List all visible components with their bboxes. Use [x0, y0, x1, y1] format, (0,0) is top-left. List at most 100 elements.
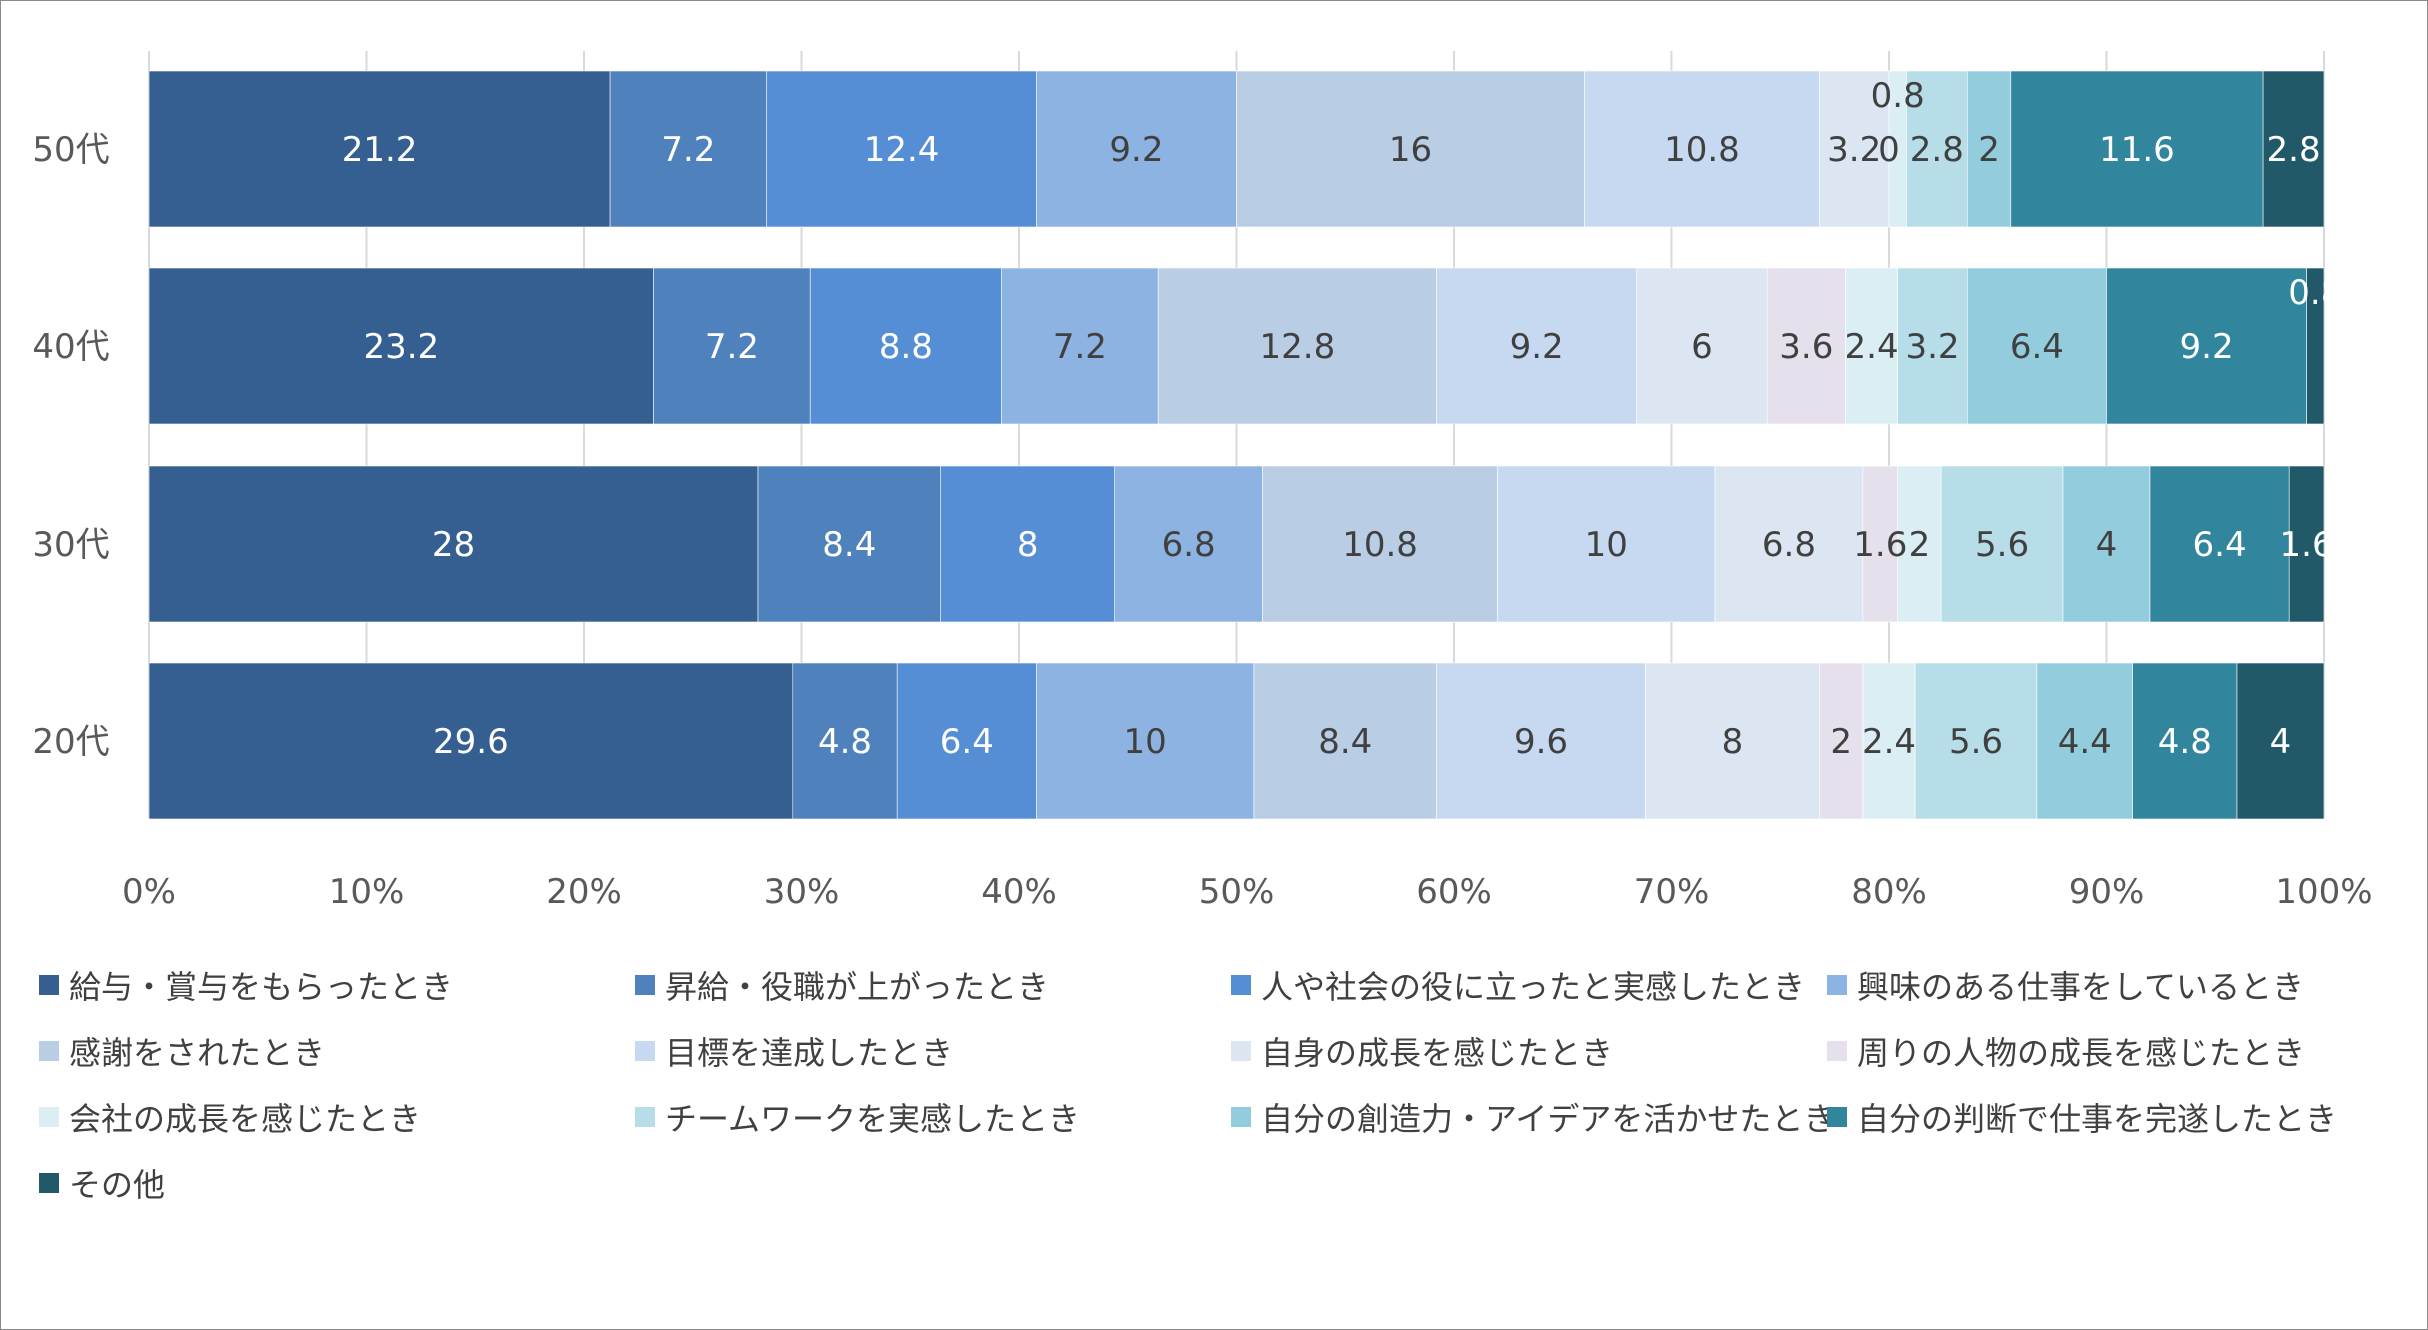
bar-segment [1636, 267, 1768, 425]
data-label: 6.8 [1762, 525, 1816, 565]
bar-segment [2062, 465, 2151, 623]
legend-item: 自分の判断で仕事を完遂したとき [1827, 1095, 2419, 1139]
bar-segment [1262, 465, 1498, 623]
legend-item: 自分の創造力・アイデアを活かせたとき [1231, 1095, 1835, 1139]
x-tick-label: 70% [1634, 872, 1710, 912]
data-label: 4 [2270, 722, 2292, 762]
legend-label: 自身の成長を感じたとき [1261, 1034, 1614, 1072]
category-label: 40代 [32, 327, 109, 367]
bar-segment [1645, 662, 1820, 820]
legend-swatch [39, 1041, 59, 1061]
data-label: 4.4 [2058, 722, 2112, 762]
bar-segment [1906, 70, 1968, 228]
bar-segment [148, 267, 654, 425]
data-label: 2.8 [1910, 130, 1964, 170]
legend-swatch [39, 1173, 59, 1193]
data-label: 0.8 [2288, 273, 2342, 313]
data-label: 6 [1691, 327, 1713, 367]
data-label: 10.8 [1342, 525, 1418, 565]
bar-segment [1897, 465, 1942, 623]
data-label: 3.2 [1827, 130, 1881, 170]
legend-item: 昇給・役職が上がったとき [635, 963, 1231, 1007]
data-labels: 21.2 7.2 12.4 9.2 16 10.8 3.200.82.8 2 11.6 2.823… [342, 76, 2343, 762]
bar-segment [2262, 70, 2325, 228]
data-label: 3.2 [1905, 327, 1959, 367]
bar-segment [1236, 70, 1585, 228]
bar-segment [148, 662, 794, 820]
bar-segment [1584, 70, 1820, 228]
legend-label: 自分の創造力・アイデアを活かせたとき [1261, 1100, 1836, 1138]
bar-segment [1036, 70, 1237, 228]
bar-segment [1897, 267, 1968, 425]
bar-segment [2306, 267, 2325, 425]
x-tick-label: 100% [2275, 872, 2372, 912]
legend-item: 人や社会の役に立ったと実感したとき [1231, 963, 1827, 1007]
data-label: 0 [1878, 130, 1900, 170]
legend-swatch [1231, 1107, 1251, 1127]
data-label: 8 [1722, 722, 1744, 762]
category-label: 50代 [32, 130, 109, 170]
data-label: 10 [1585, 525, 1628, 565]
bar-segment [809, 267, 1002, 425]
bar-segment [1001, 267, 1159, 425]
legend: 給与・賞与をもらったとき 昇給・役職が上がったとき 人や社会の役に立ったと実感したと… [39, 963, 2419, 1205]
bar-segment [896, 662, 1037, 820]
legend-item: チームワークを実感したとき [635, 1095, 1231, 1139]
legend-label: 給与・賞与をもらったとき [69, 968, 454, 1006]
bar-segment [1862, 465, 1899, 623]
data-label: 5.6 [1949, 722, 2003, 762]
bar-segment [1253, 662, 1437, 820]
data-label: 5.6 [1975, 525, 2029, 565]
data-label: 6.8 [1162, 525, 1216, 565]
x-tick-label: 90% [2069, 872, 2145, 912]
bar-segment [757, 465, 941, 623]
legend-item: 目標を達成したとき [635, 1029, 1231, 1073]
category-label: 30代 [32, 525, 109, 565]
legend-swatch [39, 1107, 59, 1127]
legend-item: 自身の成長を感じたとき [1231, 1029, 1827, 1073]
x-tick-label: 40% [981, 872, 1057, 912]
data-label: 4 [2096, 525, 2118, 565]
legend-swatch [1231, 1041, 1251, 1061]
data-label: 2 [1909, 525, 1931, 565]
data-label: 6.4 [940, 722, 994, 762]
legend-item: 周りの人物の成長を感じたとき [1827, 1029, 2419, 1073]
data-label: 7.2 [705, 327, 759, 367]
bars [148, 70, 2325, 820]
bar-segment [2106, 267, 2307, 425]
data-label: 21.2 [342, 130, 418, 170]
legend-label: 目標を達成したとき [665, 1034, 954, 1072]
data-label: 6.4 [2010, 327, 2064, 367]
legend-swatch [1827, 1107, 1847, 1127]
bar-segment [653, 267, 811, 425]
data-label: 8.4 [1318, 722, 1372, 762]
legend-label: 人や社会の役に立ったと実感したとき [1261, 968, 1806, 1006]
data-label: 2.4 [1845, 327, 1899, 367]
legend-item: 給与・賞与をもらったとき [39, 963, 635, 1007]
data-label: 9.6 [1514, 722, 1568, 762]
x-tick-label: 10% [329, 872, 405, 912]
data-label: 9.2 [1510, 327, 1564, 367]
bar-segment [2288, 465, 2325, 623]
data-label: 2.8 [2267, 130, 2321, 170]
data-label: 12.4 [864, 130, 940, 170]
legend-swatch [635, 1041, 655, 1061]
data-label: 8.4 [822, 525, 876, 565]
data-label: 16 [1389, 130, 1432, 170]
bar-segment [2010, 70, 2264, 228]
legend-item: 感謝をされたとき [39, 1029, 635, 1073]
bar-segment [1766, 267, 1846, 425]
data-label: 29.6 [433, 722, 509, 762]
data-label: 8.8 [879, 327, 933, 367]
data-label: 8 [1017, 525, 1039, 565]
data-label: 4.8 [2158, 722, 2212, 762]
legend-swatch [1827, 975, 1847, 995]
x-tick-label: 60% [1416, 872, 1492, 912]
data-label: 10 [1124, 722, 1167, 762]
legend-swatch [1827, 1041, 1847, 1061]
bar-segment [1819, 662, 1864, 820]
legend-swatch [635, 975, 655, 995]
bar-segment [2036, 662, 2133, 820]
bar-segment [1967, 267, 2107, 425]
